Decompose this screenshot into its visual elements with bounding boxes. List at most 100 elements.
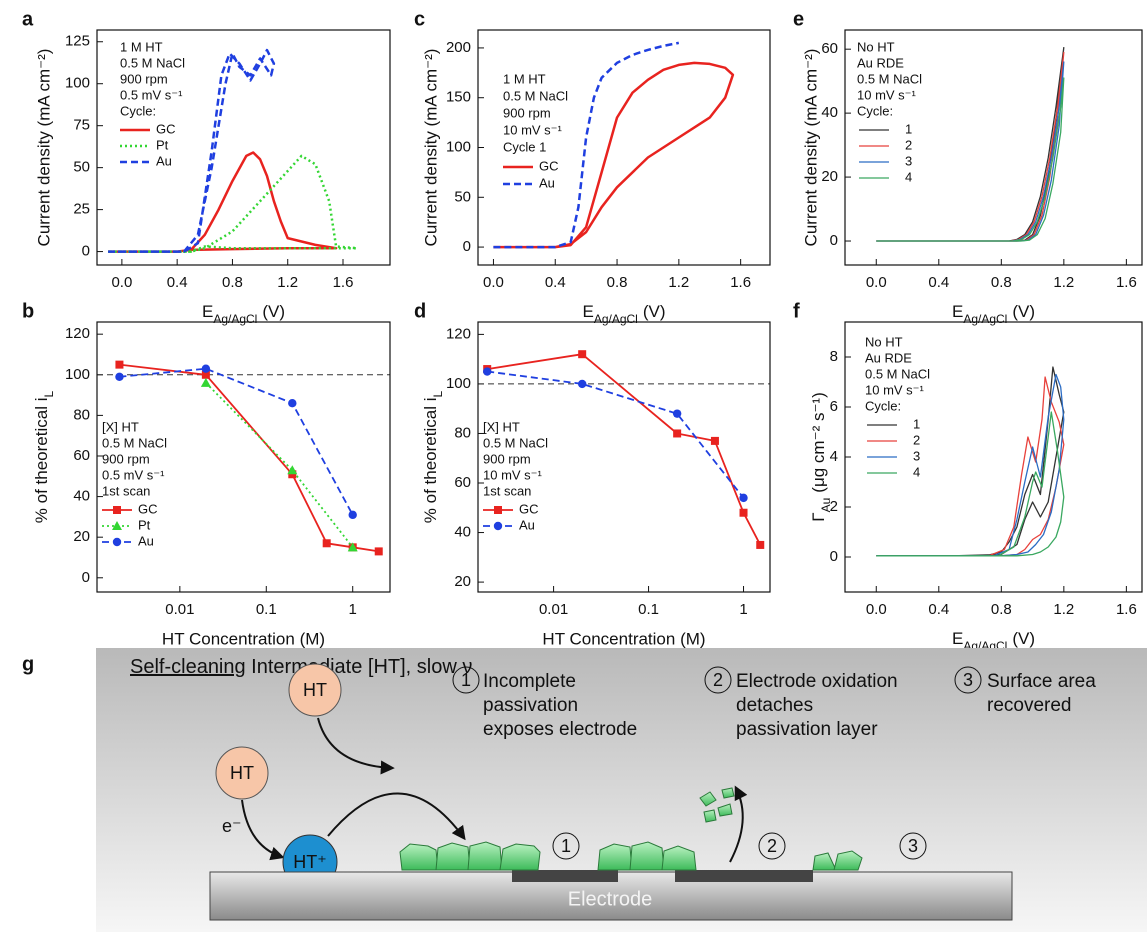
y-tick-label: 120: [65, 325, 90, 342]
y-tick-label: 60: [454, 474, 471, 491]
marker: [483, 367, 492, 376]
title-underlined: Self-cleaning: [130, 656, 246, 678]
title-rest: Intermediate [HT], slow ν: [246, 656, 473, 678]
marker-circle: [552, 832, 580, 860]
step-text: detaches: [736, 695, 813, 716]
exposed-area: [675, 870, 813, 882]
axis-label-part: (V): [643, 302, 666, 321]
arrow: [317, 717, 395, 775]
series-line: [876, 46, 1065, 242]
marker: [288, 399, 297, 408]
step-circle: [954, 666, 982, 694]
y-tick-label: 20: [454, 573, 471, 590]
y-tick-label: 75: [73, 117, 90, 134]
annotation: 10 mV s⁻¹: [865, 382, 925, 397]
axis-label-part: Au: [819, 498, 833, 513]
series-line: [876, 373, 1065, 557]
annotation: 0.5 M NaCl: [865, 366, 930, 381]
legend-marker: [112, 521, 122, 530]
annotation: Au RDE: [857, 55, 904, 70]
annotation: 0.5 mV s⁻¹: [120, 87, 183, 102]
marker: [673, 429, 682, 438]
y-tick-label: 150: [446, 89, 471, 106]
marker-circle: [899, 832, 927, 860]
annotation: Au RDE: [865, 350, 912, 365]
marker-label: 3: [908, 836, 918, 856]
y-tick-label: 120: [446, 325, 471, 342]
annotation: 10 mV s⁻¹: [503, 122, 563, 137]
panel-letter: e: [793, 8, 804, 30]
y-tick-label: 50: [73, 159, 90, 176]
axis-label: Current density (mA cm⁻²): [421, 49, 440, 247]
marker: [374, 547, 383, 556]
panel-letter: c: [414, 8, 425, 30]
axis-label-part: Ag/AgCl: [213, 312, 257, 326]
molecule-label: HT⁺: [293, 852, 327, 872]
annotation: [X] HT: [102, 419, 139, 434]
axis-label-part: % of theoretical i: [421, 398, 440, 524]
y-tick-label: 40: [454, 524, 471, 541]
annotation: 0.5 M NaCl: [857, 71, 922, 86]
series-line: [119, 363, 379, 553]
step-text: passivation: [483, 695, 578, 716]
arrow: [729, 785, 748, 863]
y-tick-label: 20: [73, 528, 90, 545]
steps: 1 Incomplete passivation exposes electro…: [452, 666, 1096, 740]
chart: c 0.0 0.4 0.8 1.2 1.6 0 50 100 150 200 EAg/AgCl (V) C…: [414, 8, 771, 326]
annotation: 0.5 M NaCl: [503, 88, 568, 103]
annotation: 10 mV s⁻¹: [483, 467, 543, 482]
y-tick-label: 60: [73, 447, 90, 464]
annotation: 1st scan: [483, 483, 531, 498]
legend-label: Au: [519, 517, 535, 532]
annotation: 900 rpm: [120, 71, 168, 86]
legend-marker: [112, 537, 122, 547]
axis-label: EAg/AgCl (V): [202, 302, 285, 326]
plot-frame: [844, 29, 1143, 266]
y-tick-label: 125: [65, 33, 90, 50]
arrow: [327, 792, 466, 841]
plot-frame: [844, 321, 1143, 593]
legend-label: 3: [913, 448, 920, 463]
annotation: 0.5 M NaCl: [120, 55, 185, 70]
x-tick-label: 1.6: [333, 274, 354, 291]
legend-label: Pt: [156, 137, 169, 152]
y-tick-label: 0: [82, 569, 90, 586]
legend-label: 2: [913, 432, 920, 447]
annotation: Cycle 1: [503, 139, 546, 154]
panel-letter: a: [22, 8, 34, 30]
x-tick-label: 0.8: [222, 274, 243, 291]
legend-label: 1: [905, 121, 912, 136]
y-tick-label: 0: [82, 243, 90, 260]
chart: b 0.01 0.1 1 0 20 40 60 80 100 120 HT Concentration…: [22, 300, 391, 648]
x-tick-label: 0.1: [638, 601, 659, 618]
x-tick-label: 0.01: [539, 601, 568, 618]
step-text: Electrode oxidation: [736, 671, 898, 692]
legend-label: 3: [905, 153, 912, 168]
y-tick-label: 25: [73, 201, 90, 218]
x-tick-label: 0.0: [866, 274, 887, 291]
y-tick-label: 50: [454, 188, 471, 205]
marker: [756, 540, 765, 549]
marker: [578, 350, 587, 359]
legend-label: 1: [913, 416, 920, 431]
legend-label: GC: [519, 501, 539, 516]
annotation: 1 M HT: [120, 39, 163, 54]
series-line: [108, 48, 276, 253]
series-line: [205, 382, 354, 548]
y-tick-label: 100: [446, 138, 471, 155]
annotation: 0.5 mV s⁻¹: [102, 467, 165, 482]
axis-label-part: Ag/AgCl: [963, 312, 1007, 326]
marker-circle: [758, 832, 786, 860]
x-tick-label: 0.0: [111, 274, 132, 291]
annotation: 10 mV s⁻¹: [857, 87, 917, 102]
series-line: [493, 41, 680, 249]
axis-label: Current density (mA cm⁻²): [34, 49, 53, 247]
molecule: [215, 746, 269, 800]
marker: [200, 377, 211, 387]
step-number: 3: [963, 670, 973, 690]
x-tick-label: 0.1: [256, 601, 277, 618]
marker: [347, 542, 358, 552]
plot-frame: [477, 321, 771, 593]
